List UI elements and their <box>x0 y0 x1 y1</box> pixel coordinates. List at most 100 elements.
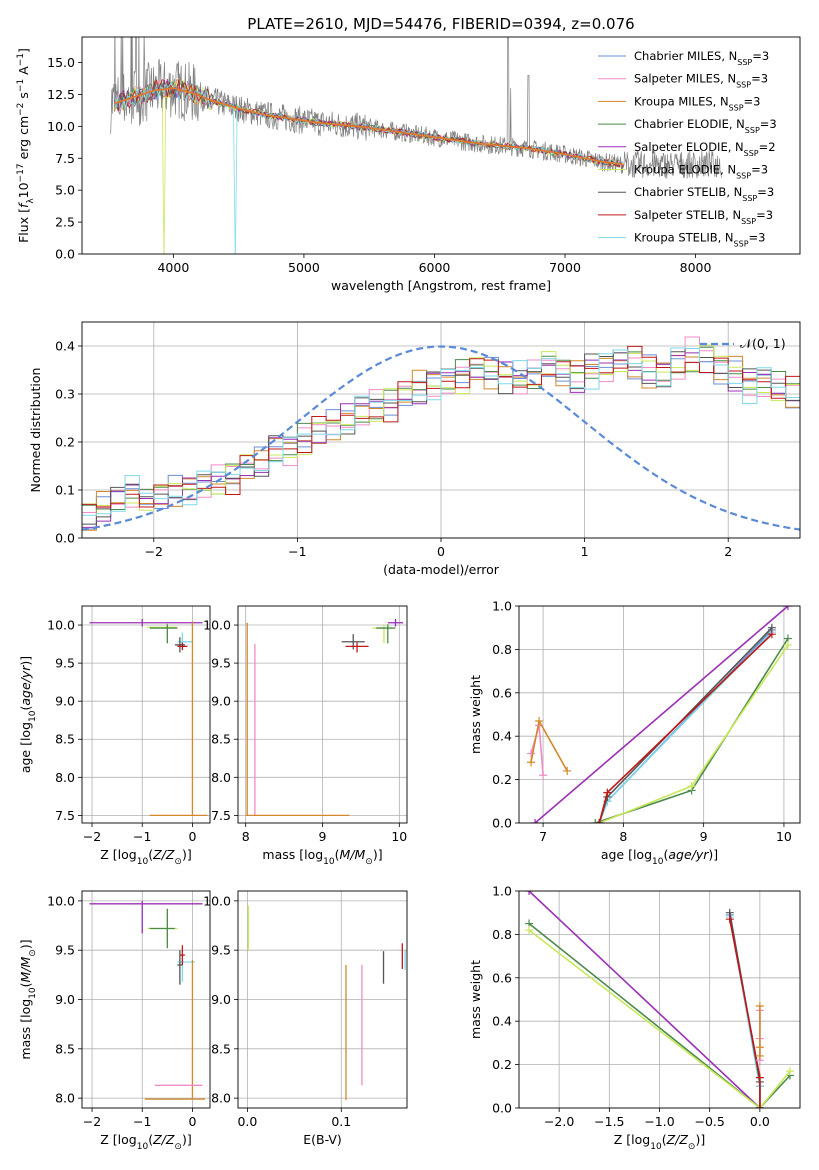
residual-histogram <box>82 345 800 508</box>
label-part: )] <box>18 939 33 949</box>
y-tick-label: 1.0 <box>492 884 512 899</box>
plot-area <box>245 618 404 817</box>
x-tick-label: 9 <box>319 829 327 844</box>
y-tick-label: 8.0 <box>211 1091 231 1106</box>
x-tick-label: −1.0 <box>644 1114 674 1129</box>
legend-entry: Salpeter ELODIE, NSSP=2 <box>634 140 776 158</box>
y-tick-label: 9.0 <box>55 694 75 709</box>
legend-model-name: Chabrier MILES, N <box>634 49 737 63</box>
label-part: −1 <box>16 53 26 66</box>
axes-frame <box>81 321 801 539</box>
x-tick-label: −1 <box>288 544 306 559</box>
axes-frame <box>81 890 211 1109</box>
x-tick-label: 8 <box>619 829 627 844</box>
y-tick-label: 0.1 <box>55 483 75 498</box>
label-part: ⊙ <box>174 857 182 867</box>
y-tick-label: 8.0 <box>55 1091 75 1106</box>
y-axis-label: Flux [fλ10−17 erg cm−2 s−1 A−1] <box>16 48 36 243</box>
y-tick-label: 10.0 <box>47 893 75 908</box>
data-point-marker <box>527 749 536 758</box>
panel-weight-age: 7 8 9 10 0.0 0.2 0.4 0.6 0.8 1.0 mass weight age [l… <box>468 599 801 867</box>
label-part: ( <box>663 847 668 862</box>
x-tick-label: 6000 <box>419 260 451 275</box>
plot-area <box>247 905 406 1101</box>
x-axis-label: Z [log10(Z/Z⊙)] <box>614 1132 705 1152</box>
y-tick-label: 9.5 <box>211 943 231 958</box>
x-tick-label: 5000 <box>288 260 320 275</box>
legend-entry: 𝒩(0, 1) <box>740 336 786 351</box>
y-tick-label: 10.0 <box>203 618 231 633</box>
label-part: ⊙ <box>28 949 38 957</box>
label-part: 10 <box>323 857 335 867</box>
y-tick-label: 8.5 <box>211 732 231 747</box>
y-tick-label: 0.8 <box>492 927 512 942</box>
mass-weight-line <box>534 606 789 823</box>
y-tick-label: 8.0 <box>211 770 231 785</box>
axes-frame <box>518 605 801 824</box>
panel-residuals: −2 −1 0 1 2 0.0 0.1 0.2 0.3 0.4 (data-model)/error… <box>28 321 801 577</box>
label-part: Z [log <box>100 847 136 862</box>
x-tick-label: −2 <box>83 1114 101 1129</box>
x-tick-label: 10 <box>776 829 792 844</box>
label-part: ⊙ <box>174 1142 182 1152</box>
data-point-marker <box>535 717 544 726</box>
legend-entry: Chabrier MILES, NSSP=3 <box>634 49 769 67</box>
x-tick-label: −1 <box>133 829 151 844</box>
label-part: λ <box>26 198 36 204</box>
grid <box>238 606 407 823</box>
data-point-marker <box>525 926 534 935</box>
mass-weight-line <box>595 638 789 823</box>
label-part: )] <box>18 656 33 666</box>
y-tick-label: 5.0 <box>55 183 75 198</box>
y-tick-label: 9.5 <box>55 943 75 958</box>
x-tick-label: 7000 <box>549 260 581 275</box>
legend-entry: Kroupa STELIB, NSSP=3 <box>634 231 765 249</box>
axes-frame <box>81 605 211 824</box>
plot-area <box>527 606 792 823</box>
x-tick-label: 0 <box>188 1114 196 1129</box>
x-tick-label: 8 <box>242 829 250 844</box>
axes-frame <box>518 890 801 1109</box>
legend-nssp: =3 <box>751 72 768 86</box>
legend-subscript: SSP <box>736 171 751 180</box>
y-tick-label: 0.4 <box>55 339 75 354</box>
legend-model-name: Salpeter STELIB, N <box>634 208 741 222</box>
y-tick-label: 9.0 <box>55 992 75 1007</box>
legend-nssp: =3 <box>752 49 769 63</box>
plot-area <box>82 336 800 531</box>
data-point-marker <box>755 1073 764 1082</box>
label-part: s <box>16 92 31 103</box>
label-part: Z/Z <box>152 1132 175 1147</box>
best-model-line <box>114 87 624 166</box>
x-tick-label: 0 <box>437 544 445 559</box>
y-tick-label: 9.0 <box>211 992 231 1007</box>
legend-nssp: =3 <box>749 231 766 245</box>
label-part: A <box>16 66 31 79</box>
label-part: mass [log <box>262 847 323 862</box>
label-part: Z [log <box>614 1132 650 1147</box>
label-part: )] <box>695 1132 705 1147</box>
grid <box>82 322 800 539</box>
mass-weight-line <box>528 929 791 1108</box>
legend-subscript: SSP <box>737 58 752 67</box>
label-part: 10 <box>28 710 38 722</box>
grid <box>82 606 210 823</box>
legend-entry: Salpeter MILES, NSSP=3 <box>634 72 768 90</box>
legend-entry: Kroupa ELODIE, NSSP=3 <box>634 163 768 181</box>
grid <box>238 891 407 1108</box>
legend-subscript: SSP <box>729 103 744 112</box>
y-tick-label: 9.5 <box>211 656 231 671</box>
x-axis-label: wavelength [Angstrom, rest frame] <box>331 278 551 293</box>
x-tick-label: 7 <box>539 829 547 844</box>
legend-nssp: =3 <box>756 208 773 222</box>
label-part: Z/Z <box>152 847 175 862</box>
label-part: 10 <box>28 987 38 999</box>
panel-spectrum: 4000 5000 6000 7000 8000 0.0 2.5 5.0 7.5 10.0 12.5… <box>16 36 801 293</box>
label-part: )] <box>708 847 718 862</box>
legend-model-name: Chabrier ELODIE, N <box>634 117 745 131</box>
legend-subscript: SSP <box>745 126 760 135</box>
y-tick-label: 7.5 <box>55 808 75 823</box>
